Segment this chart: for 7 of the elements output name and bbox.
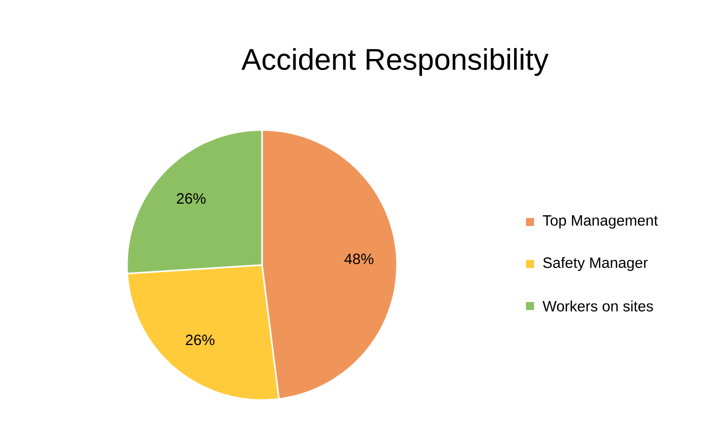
chart-title: Accident Responsibility: [241, 48, 549, 76]
legend-label: Workers on sites: [542, 300, 653, 312]
data-label: 48%: [344, 254, 374, 264]
legend-label: Safety Manager: [543, 257, 648, 271]
legend-label: Top Management: [542, 215, 658, 229]
data-label: 26%: [186, 334, 214, 346]
data-label: 26%: [176, 193, 206, 204]
